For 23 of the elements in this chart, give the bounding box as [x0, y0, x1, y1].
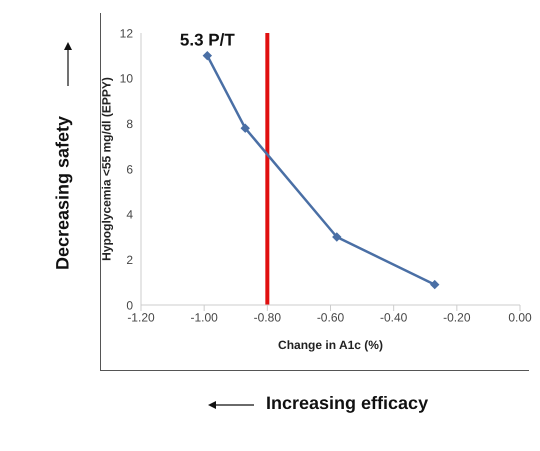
y-tick-label: 8	[126, 116, 134, 131]
y-tick-label: 4	[126, 208, 134, 222]
annotation: 5.3 P/T	[180, 30, 236, 50]
point	[332, 232, 342, 242]
text: Increasing efficacy	[266, 393, 428, 414]
text: Decreasing safety	[52, 116, 74, 270]
x-tick-label: -0.20	[443, 310, 471, 325]
x-tick-label: -1.00	[190, 310, 218, 325]
point	[430, 280, 440, 290]
y-axis-title: Hypoglycemia <55 mg/dl (EPPY)	[99, 77, 114, 261]
y-tick-label: 2	[126, 252, 134, 267]
x-tick-label: -0.40	[380, 310, 408, 325]
y-tick-label: 6	[126, 162, 134, 176]
x-tick-label: 0.00	[508, 310, 532, 325]
y-tick-label: 10	[120, 72, 134, 86]
y-tick-label: 12	[120, 26, 134, 40]
x-axis-title: Change in A1c (%)	[278, 338, 383, 352]
x-tick-label: -0.80	[254, 310, 282, 325]
y-tick-label: 0	[126, 298, 134, 312]
point	[240, 124, 250, 133]
x-tick-label: -0.60	[316, 310, 344, 325]
point	[202, 51, 212, 60]
x-tick-label: -1.20	[127, 310, 155, 325]
